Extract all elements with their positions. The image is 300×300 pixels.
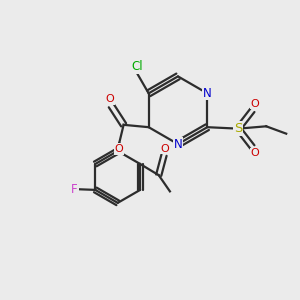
Text: O: O (250, 148, 259, 158)
Text: O: O (106, 94, 115, 104)
Text: N: N (174, 138, 182, 151)
Text: Cl: Cl (131, 60, 143, 73)
Text: O: O (250, 99, 259, 109)
Text: F: F (71, 183, 78, 196)
Text: N: N (203, 87, 212, 100)
Text: O: O (161, 144, 170, 154)
Text: O: O (115, 144, 124, 154)
Text: S: S (234, 122, 242, 135)
